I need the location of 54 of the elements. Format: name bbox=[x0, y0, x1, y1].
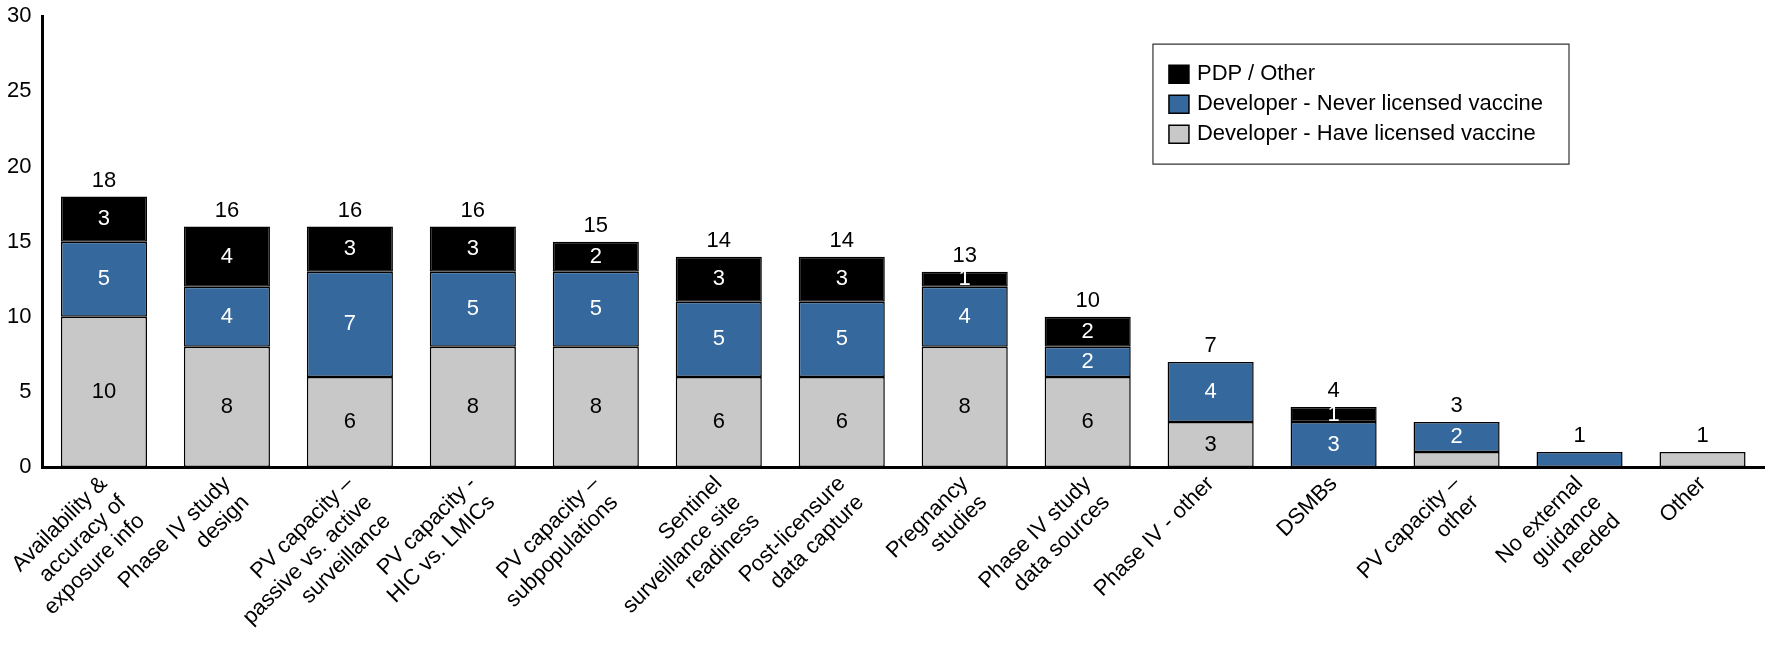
total-label: 13 bbox=[952, 241, 977, 267]
total-label: 4 bbox=[1327, 377, 1340, 403]
data-label: 3 bbox=[712, 265, 725, 291]
legend-label: PDP / Other bbox=[1196, 60, 1316, 86]
total-label: 1 bbox=[1696, 422, 1709, 448]
data-label: 5 bbox=[97, 265, 111, 291]
y-tick-label: 10 bbox=[6, 302, 32, 328]
data-label: 6 bbox=[343, 408, 357, 434]
legend-label: Developer - Never licensed vaccine bbox=[1196, 90, 1544, 116]
data-label: 4 bbox=[220, 242, 234, 268]
data-label: 6 bbox=[1081, 408, 1094, 434]
data-label: 5 bbox=[712, 325, 725, 351]
data-label: 3 bbox=[1327, 430, 1340, 456]
data-label: 2 bbox=[1081, 347, 1094, 373]
total-label: 16 bbox=[214, 196, 240, 222]
data-label: 4 bbox=[1204, 378, 1217, 403]
data-label: 3 bbox=[1204, 430, 1217, 456]
total-label: 1 bbox=[1573, 422, 1586, 448]
total-label: 10 bbox=[1075, 286, 1100, 312]
data-label: 5 bbox=[466, 295, 479, 321]
total-label: 3 bbox=[1450, 392, 1463, 418]
total-label: 16 bbox=[460, 196, 486, 222]
data-label: 4 bbox=[220, 302, 234, 328]
y-tick-label: 15 bbox=[6, 227, 32, 253]
data-label: 8 bbox=[220, 393, 234, 419]
data-label: 3 bbox=[466, 235, 479, 261]
data-label: 8 bbox=[589, 393, 602, 419]
data-label: 2 bbox=[1450, 423, 1463, 449]
data-label: 7 bbox=[343, 310, 357, 336]
data-label: 6 bbox=[835, 408, 848, 434]
data-label: 2 bbox=[1081, 317, 1094, 343]
total-label: 14 bbox=[829, 226, 854, 252]
legend-label: Developer - Have licensed vaccine bbox=[1196, 120, 1536, 146]
data-label: 10 bbox=[91, 378, 117, 403]
total-label: 7 bbox=[1204, 331, 1217, 357]
data-label: 8 bbox=[466, 393, 479, 419]
y-tick-label: 25 bbox=[6, 77, 32, 103]
total-label: 15 bbox=[583, 211, 609, 237]
data-label: 6 bbox=[712, 408, 725, 434]
y-tick-label: 30 bbox=[6, 2, 32, 28]
data-label: 3 bbox=[835, 265, 848, 291]
data-label: 4 bbox=[958, 302, 971, 328]
total-label: 16 bbox=[337, 196, 363, 222]
data-label: 5 bbox=[589, 295, 602, 321]
total-label: 18 bbox=[91, 166, 117, 192]
data-label: 3 bbox=[343, 235, 357, 261]
data-label: 5 bbox=[835, 325, 848, 351]
data-label: 3 bbox=[97, 205, 111, 231]
data-label: 2 bbox=[589, 242, 602, 268]
total-label: 14 bbox=[706, 226, 732, 252]
y-tick-label: 20 bbox=[6, 152, 32, 178]
y-tick-label: 0 bbox=[19, 453, 32, 479]
y-tick-label: 5 bbox=[19, 378, 32, 403]
data-label: 8 bbox=[958, 393, 971, 419]
